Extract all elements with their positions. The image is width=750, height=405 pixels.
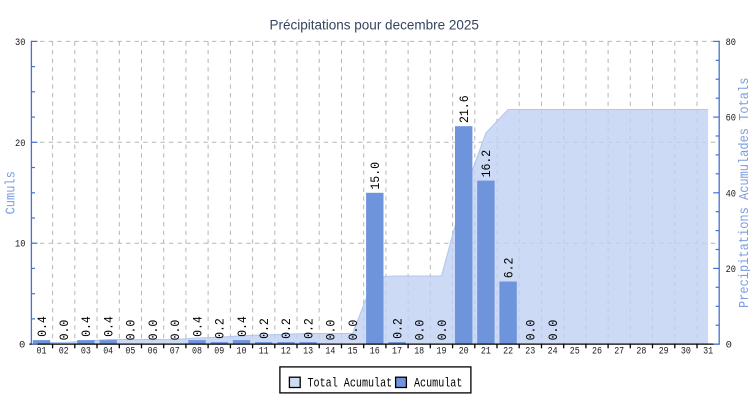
svg-text:21.6: 21.6 <box>457 95 472 123</box>
svg-text:04: 04 <box>103 345 113 357</box>
svg-text:16.2: 16.2 <box>479 150 494 178</box>
svg-text:05: 05 <box>125 345 135 357</box>
svg-text:17: 17 <box>392 345 402 357</box>
svg-text:10: 10 <box>237 345 247 357</box>
svg-text:0.0: 0.0 <box>168 320 183 341</box>
svg-text:60: 60 <box>726 113 736 125</box>
svg-text:Precipitations Acumulades Tota: Precipitations Acumulades Totals <box>737 78 750 308</box>
svg-text:0.0: 0.0 <box>146 320 161 341</box>
svg-text:29: 29 <box>659 345 669 357</box>
svg-text:0.0: 0.0 <box>524 320 539 341</box>
svg-text:21: 21 <box>481 345 491 357</box>
svg-text:11: 11 <box>259 345 269 357</box>
svg-text:15.0: 15.0 <box>368 162 383 190</box>
svg-text:6.2: 6.2 <box>501 258 516 279</box>
svg-text:07: 07 <box>170 345 180 357</box>
svg-text:0.2: 0.2 <box>390 318 405 339</box>
svg-text:0.0: 0.0 <box>346 320 361 341</box>
svg-text:13: 13 <box>303 345 313 357</box>
svg-text:25: 25 <box>570 345 580 357</box>
svg-text:27: 27 <box>614 345 624 357</box>
svg-text:0.4: 0.4 <box>190 316 205 337</box>
svg-text:08: 08 <box>192 345 202 357</box>
svg-text:80: 80 <box>726 37 736 49</box>
svg-text:40: 40 <box>726 188 736 200</box>
svg-text:0.4: 0.4 <box>101 316 116 337</box>
svg-text:31: 31 <box>703 345 713 357</box>
svg-text:15: 15 <box>348 345 358 357</box>
svg-text:20: 20 <box>15 138 25 150</box>
svg-text:0.2: 0.2 <box>213 318 228 339</box>
svg-text:01: 01 <box>37 345 47 357</box>
svg-text:Total Acumulat: Total Acumulat <box>308 377 393 391</box>
svg-text:0.2: 0.2 <box>257 318 272 339</box>
svg-text:28: 28 <box>636 345 646 357</box>
svg-text:09: 09 <box>214 345 224 357</box>
svg-text:Cumuls: Cumuls <box>4 171 20 214</box>
svg-text:23: 23 <box>525 345 535 357</box>
svg-text:0: 0 <box>726 340 732 352</box>
svg-text:0.0: 0.0 <box>124 320 139 341</box>
svg-text:30: 30 <box>15 37 25 49</box>
svg-text:24: 24 <box>548 345 558 357</box>
svg-text:0.4: 0.4 <box>35 316 50 337</box>
svg-text:0.2: 0.2 <box>301 318 316 339</box>
svg-text:14: 14 <box>325 345 335 357</box>
svg-text:0.0: 0.0 <box>324 320 339 341</box>
svg-text:0.4: 0.4 <box>235 316 250 337</box>
svg-text:06: 06 <box>148 345 158 357</box>
svg-text:0.0: 0.0 <box>546 320 561 341</box>
svg-text:18: 18 <box>414 345 424 357</box>
svg-text:10: 10 <box>15 239 25 251</box>
svg-text:19: 19 <box>437 345 447 357</box>
svg-text:0: 0 <box>19 340 25 352</box>
svg-text:20: 20 <box>459 345 469 357</box>
svg-text:20: 20 <box>726 264 736 276</box>
svg-text:12: 12 <box>281 345 291 357</box>
svg-text:0.2: 0.2 <box>279 318 294 339</box>
svg-text:Acumulat: Acumulat <box>414 377 462 391</box>
svg-text:0.0: 0.0 <box>57 320 72 341</box>
svg-text:30: 30 <box>681 345 691 357</box>
svg-text:03: 03 <box>81 345 91 357</box>
svg-text:16: 16 <box>370 345 380 357</box>
svg-text:0.0: 0.0 <box>435 320 450 341</box>
svg-text:0.0: 0.0 <box>412 320 427 341</box>
svg-text:Précipitations pour decembre 2: Précipitations pour decembre 2025 <box>270 17 479 32</box>
svg-text:02: 02 <box>59 345 69 357</box>
svg-text:22: 22 <box>503 345 513 357</box>
svg-text:0.4: 0.4 <box>79 316 94 337</box>
svg-text:26: 26 <box>592 345 602 357</box>
